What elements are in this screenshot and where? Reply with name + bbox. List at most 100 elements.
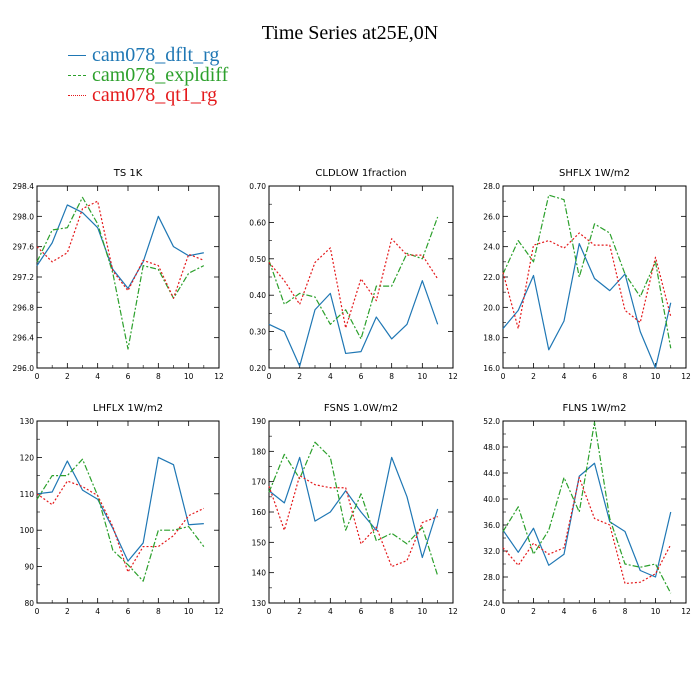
chart-panel-3: SHFLX 1W/m2 0 2 4 6 8 10 12 16.0 18.0 20.0 22.0 24.0…	[483, 168, 691, 381]
x-tick-label: 2	[297, 607, 302, 616]
x-tick-label: 8	[156, 372, 161, 381]
y-tick-label: 140	[252, 569, 267, 578]
y-tick-label: 16.0	[483, 364, 500, 373]
chart-panel-5: FSNS 1.0W/m2 0 2 4 6 8 10 12 130 140 150 160 170 180 1…	[252, 403, 458, 616]
legend-item-qt1: cam078_qt1_rg	[68, 84, 217, 106]
x-tick-label: 10	[418, 372, 428, 381]
x-tick-label: 0	[501, 372, 506, 381]
y-tick-label: 296.8	[13, 303, 35, 312]
y-tick-label: 80	[24, 599, 34, 608]
x-tick-label: 2	[531, 372, 536, 381]
x-tick-label: 4	[562, 607, 567, 616]
y-tick-label: 0.50	[249, 255, 266, 264]
x-tick-label: 10	[418, 607, 428, 616]
legend-label-expldiff: cam078_expldiff	[92, 63, 229, 86]
x-tick-label: 6	[592, 607, 597, 616]
plot-frame	[36, 420, 220, 604]
series-line-dflt	[36, 456, 204, 562]
y-tick-label: 297.6	[13, 243, 35, 252]
chart-panel-1: TS 1K 0 2 4 6 8 10 12 296.0 296.4 296.8 297.2 297.6 2…	[13, 168, 224, 381]
series-line-expldiff	[502, 194, 672, 349]
x-tick-label: 10	[651, 607, 661, 616]
series-line-expldiff	[502, 421, 672, 594]
panel-title: TS 1K	[113, 168, 143, 179]
y-tick-label: 0.60	[249, 218, 266, 227]
y-tick-label: 0.40	[249, 291, 266, 300]
panel-title: CLDLOW 1fraction	[315, 168, 406, 179]
y-tick-label: 298.4	[13, 182, 35, 191]
x-tick-label: 8	[623, 372, 628, 381]
y-tick-label: 0.30	[249, 328, 266, 337]
legend-line-qt1	[68, 94, 86, 96]
y-tick-label: 297.2	[13, 273, 35, 282]
y-tick-label: 44.0	[483, 469, 500, 478]
legend-item-dflt: cam078_dflt_rg	[68, 44, 219, 66]
y-tick-label: 120	[20, 453, 35, 462]
panel-title: FSNS 1.0W/m2	[324, 403, 398, 414]
y-tick-label: 24.0	[483, 599, 500, 608]
legend-label-dflt: cam078_dflt_rg	[92, 43, 220, 66]
chart-panel-2: CLDLOW 1fraction 0 2 4 6 8 10 12 0.20 0.30 0.40 0.5…	[249, 168, 458, 381]
x-tick-label: 12	[214, 607, 224, 616]
y-tick-label: 24.0	[483, 243, 500, 252]
y-tick-label: 296.4	[13, 334, 35, 343]
series-line-qt1	[36, 200, 205, 299]
x-tick-label: 0	[35, 607, 40, 616]
x-tick-label: 12	[214, 372, 224, 381]
y-tick-label: 20.0	[483, 303, 500, 312]
y-tick-label: 28.0	[483, 573, 500, 582]
x-tick-label: 0	[267, 607, 272, 616]
x-tick-label: 2	[65, 607, 70, 616]
x-tick-label: 6	[592, 372, 597, 381]
series-line-expldiff	[36, 196, 205, 350]
x-tick-label: 6	[359, 372, 364, 381]
figure-title: Time Series at25E,0N	[261, 22, 439, 44]
x-tick-label: 0	[35, 372, 40, 381]
x-tick-label: 12	[681, 372, 691, 381]
x-tick-label: 0	[501, 607, 506, 616]
x-tick-label: 10	[184, 607, 194, 616]
series-line-dflt	[502, 462, 672, 578]
x-tick-label: 2	[65, 372, 70, 381]
x-tick-label: 4	[95, 372, 100, 381]
x-tick-label: 6	[359, 607, 364, 616]
panel-title: SHFLX 1W/m2	[559, 168, 630, 179]
y-tick-label: 0.70	[249, 182, 266, 191]
series-line-dflt	[268, 456, 439, 559]
y-tick-label: 26.0	[483, 212, 500, 221]
y-tick-label: 170	[252, 478, 267, 487]
x-tick-label: 4	[95, 607, 100, 616]
x-tick-label: 4	[328, 607, 333, 616]
chart-panel-4: LHFLX 1W/m2 0 2 4 6 8 10 12 80 90 100 110 120 130	[20, 403, 224, 616]
x-tick-label: 2	[531, 607, 536, 616]
y-tick-label: 296.0	[13, 364, 35, 373]
plot-frame	[268, 185, 454, 369]
series-line-qt1	[268, 475, 438, 568]
series-line-dflt	[36, 204, 204, 289]
series-line-qt1	[268, 238, 439, 329]
x-tick-label: 4	[562, 372, 567, 381]
x-tick-label: 10	[184, 372, 194, 381]
y-tick-label: 110	[20, 490, 35, 499]
x-tick-label: 12	[681, 607, 691, 616]
legend-label-qt1: cam078_qt1_rg	[92, 83, 218, 106]
y-tick-label: 18.0	[483, 334, 500, 343]
y-tick-label: 160	[252, 508, 267, 517]
y-tick-label: 90	[24, 563, 34, 572]
series-line-expldiff	[36, 458, 205, 582]
x-tick-label: 8	[623, 607, 628, 616]
x-tick-label: 6	[126, 607, 131, 616]
series-line-expldiff	[268, 441, 439, 576]
x-tick-label: 8	[389, 607, 394, 616]
x-tick-label: 8	[156, 607, 161, 616]
plot-frame	[502, 420, 687, 604]
y-tick-label: 190	[252, 417, 267, 426]
series-line-qt1	[36, 480, 205, 573]
y-tick-label: 52.0	[483, 417, 500, 426]
series-line-dflt	[268, 280, 439, 367]
y-tick-label: 298.0	[13, 212, 35, 221]
chart-panel-6: FLNS 1W/m2 0 2 4 6 8 10 12 24.0 28.0 32.0 36.0 40.0 4…	[483, 403, 691, 616]
x-tick-label: 8	[389, 372, 394, 381]
y-tick-label: 36.0	[483, 521, 500, 530]
